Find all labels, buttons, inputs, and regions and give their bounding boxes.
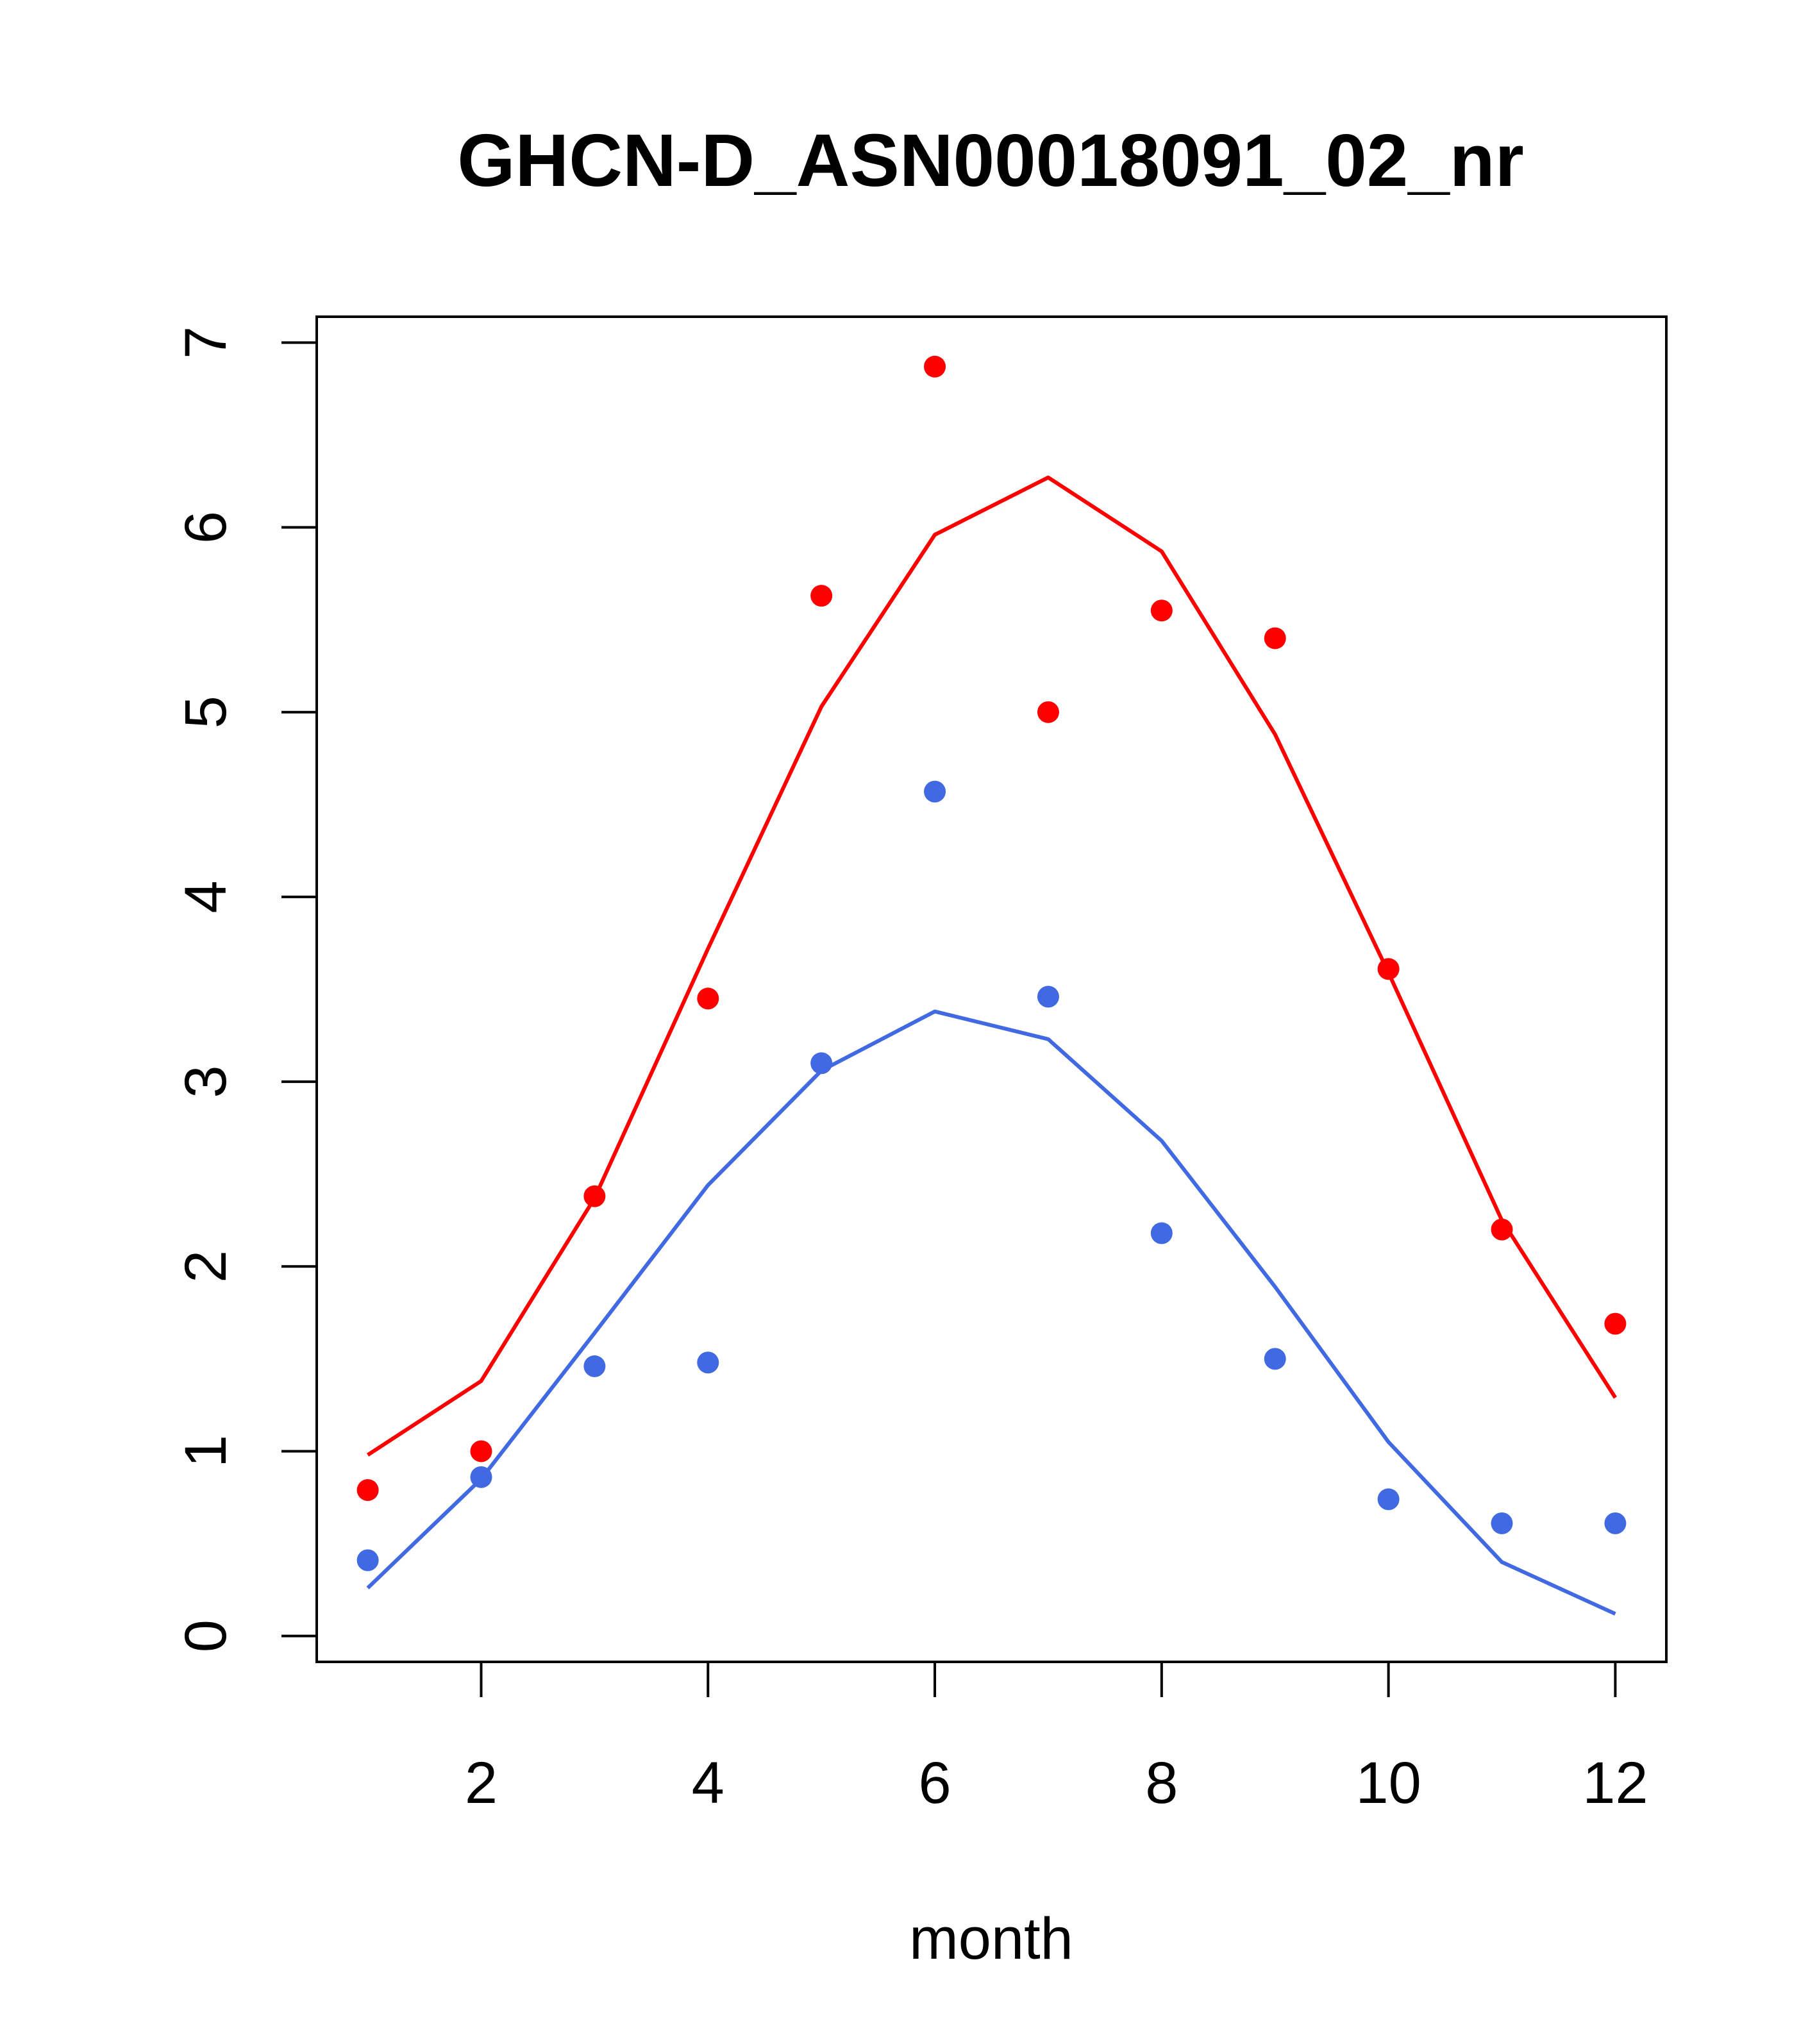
series-1-point (1604, 1312, 1627, 1335)
y-tick-label: 2 (173, 1250, 239, 1283)
series-1-point (1264, 627, 1286, 649)
y-tick-label: 3 (173, 1066, 239, 1098)
series-1-point (924, 355, 946, 378)
series-1-point (1491, 1218, 1513, 1241)
series-2-point (810, 1052, 833, 1075)
series-2-point (470, 1466, 492, 1488)
x-axis-label: month (909, 1906, 1073, 1972)
series-1-line (366, 475, 1617, 1457)
x-tick-label: 12 (1582, 1750, 1648, 1816)
series-2-point (1264, 1348, 1286, 1370)
y-tick-label: 5 (173, 696, 239, 728)
series-1-point (470, 1440, 492, 1462)
x-tick-label: 2 (465, 1750, 498, 1816)
series-lines (366, 475, 1617, 1616)
chart-title: GHCN-D_ASN00018091_02_nr (457, 119, 1524, 202)
series-2-point (1604, 1512, 1627, 1534)
series-2-point (583, 1355, 606, 1377)
series-2-point (697, 1352, 719, 1374)
series-1-point (1037, 701, 1059, 723)
series-1-point (810, 585, 833, 607)
y-tick-label: 4 (173, 880, 239, 913)
x-tick-label: 4 (692, 1750, 724, 1816)
x-axis: 2 4 6 8 10 12 (465, 1661, 1648, 1816)
y-tick-label: 1 (173, 1435, 239, 1468)
x-tick-label: 6 (918, 1750, 951, 1816)
x-tick-label: 8 (1145, 1750, 1178, 1816)
x-tick-label: 10 (1355, 1750, 1421, 1816)
series-1-point (1150, 599, 1173, 622)
series-2-point (1491, 1512, 1513, 1534)
y-tick-label: 7 (173, 326, 239, 359)
series-2-point (1377, 1488, 1400, 1511)
y-tick-label: 0 (173, 1620, 239, 1652)
series-2-line (366, 1009, 1616, 1616)
series-2-point (1037, 985, 1059, 1008)
series-1-point (1377, 958, 1400, 980)
y-tick-label: 6 (173, 511, 239, 544)
series-1-point (697, 987, 719, 1010)
series-2-point (924, 780, 946, 803)
series-2-point (1150, 1222, 1173, 1244)
series-1-point (356, 1479, 379, 1501)
series-1-point (583, 1185, 606, 1207)
y-axis: 0 1 2 3 4 5 6 7 (173, 326, 318, 1652)
series-points (356, 355, 1627, 1571)
plot-frame (315, 315, 1668, 1663)
series-2-point (356, 1549, 379, 1571)
